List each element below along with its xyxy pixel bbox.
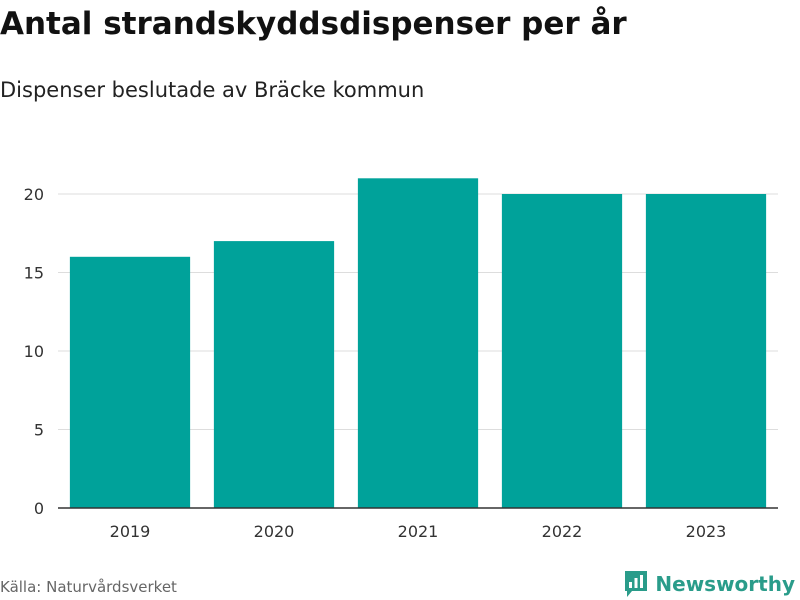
bar <box>645 194 767 508</box>
brand-logo: Newsworthy <box>623 569 795 599</box>
x-tick-labels: 2019 2020 2021 2022 2023 <box>110 522 727 541</box>
x-tick-label: 2022 <box>542 522 583 541</box>
y-tick-labels: 0 5 10 15 20 <box>24 185 44 518</box>
y-tick-label: 5 <box>34 421 44 440</box>
bars <box>69 178 767 509</box>
x-tick-label: 2019 <box>110 522 151 541</box>
bar <box>357 178 479 509</box>
x-tick-label: 2020 <box>254 522 295 541</box>
bar <box>69 256 191 508</box>
bar <box>501 194 623 508</box>
bar <box>213 241 335 508</box>
y-tick-label: 0 <box>34 499 44 518</box>
newsworthy-logo-icon <box>625 571 648 597</box>
bar-chart: 0 5 10 15 20 2019 2020 2021 2022 2023 <box>24 178 778 541</box>
y-tick-label: 10 <box>24 342 44 361</box>
chart-subtitle: Dispenser beslutade av Bräcke kommun <box>0 78 425 102</box>
source-note: Källa: Naturvårdsverket <box>0 578 177 596</box>
x-tick-label: 2021 <box>398 522 439 541</box>
brand-name: Newsworthy <box>655 572 795 596</box>
y-tick-label: 20 <box>24 185 44 204</box>
y-tick-label: 15 <box>24 264 44 283</box>
x-tick-label: 2023 <box>686 522 727 541</box>
chart-title: Antal strandskyddsdispenser per år <box>0 6 627 42</box>
